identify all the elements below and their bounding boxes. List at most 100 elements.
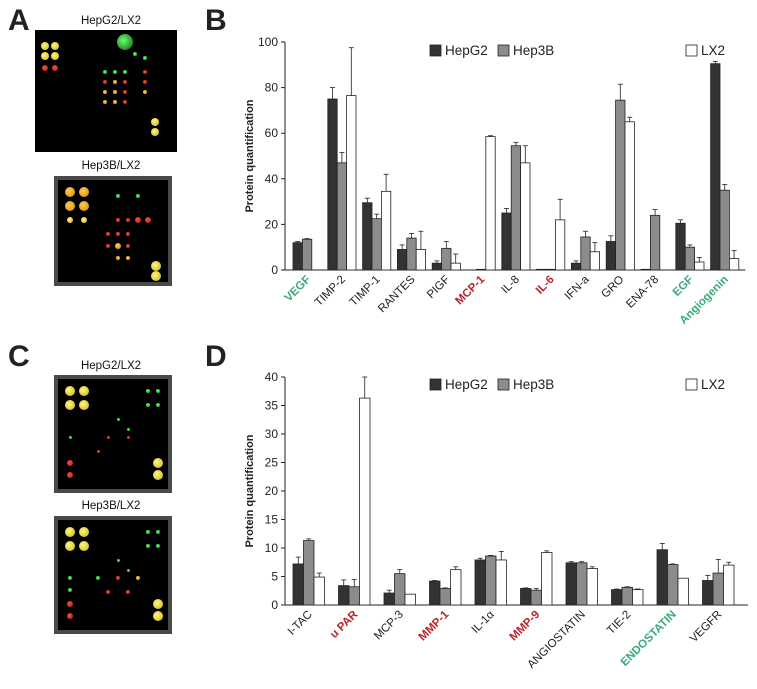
array-spot [113,70,117,74]
array-spot [116,194,120,198]
array-spot [146,389,150,393]
array-title-a2: Hep3B/LX2 [81,160,141,172]
bar-hep3b [394,573,406,606]
bar-hepg2 [611,589,623,606]
array-spot [65,201,75,211]
y-tick-label: 35 [265,399,279,413]
array-image-c2 [58,520,168,630]
panel-letter-d: D [205,340,227,373]
bar-hepg2 [383,592,395,606]
array-spot [106,244,110,248]
array-spot [113,100,117,104]
array-spot [106,435,110,439]
bar-hepg2 [474,559,486,606]
category-label: ENA-78 [624,274,661,311]
legend-label-hep3b: Hep3B [513,43,554,58]
legend-swatch-hepg2 [429,378,442,391]
array-spot [126,218,130,222]
bar-lx2 [359,397,371,606]
bar-hepg2 [396,249,408,271]
bar-hep3b [615,99,626,271]
bar-hep3b [485,555,497,606]
bar-hepg2 [292,563,304,606]
array-spot [123,90,127,94]
array-spot [146,530,150,534]
category-label: TIMP-1 [348,274,383,309]
legend-label-hep3b: Hep3B [513,377,554,392]
legend-swatch-lx2 [685,44,698,57]
y-tick-label: 15 [265,513,279,527]
array-spot [106,232,110,236]
bar-hepg2 [431,262,442,271]
bar-hepg2 [702,580,714,606]
bar-hep3b [475,268,487,271]
array-spot [153,458,163,468]
array-spot [156,389,160,393]
array-spot [96,449,100,453]
array-spot [81,217,87,223]
array-spot [151,128,159,136]
array-spot [116,218,120,222]
array-spot [103,70,107,74]
legend-label-lx2: LX2 [701,43,725,58]
array-spot [96,576,100,580]
bar-lx2 [624,121,635,271]
y-tick-label: 30 [265,427,279,441]
bar-hepg2 [520,588,532,606]
bar-lx2 [554,219,566,271]
array-spot [117,34,133,50]
array-spot [65,527,75,537]
array-spot [151,271,161,281]
array-spot [42,65,48,71]
legend-swatch-hep3b [497,378,510,391]
bar-hep3b [348,586,360,606]
bar-hep3b [302,238,313,271]
bar-hepg2 [605,241,617,271]
category-label: IL-1α [470,608,497,635]
y-tick-label: 0 [271,598,278,612]
bar-hep3b [580,236,591,271]
array-spot [136,576,140,580]
bar-hep3b [712,572,724,606]
legend-swatch-hepg2 [429,44,442,57]
bar-lx2 [677,577,689,606]
category-label: I-TAC [286,609,315,638]
bar-hep3b [303,540,315,606]
array-spot [51,42,59,50]
array-spot [153,611,163,621]
bar-hepg2 [675,222,686,271]
y-tick-label: 80 [265,81,279,95]
array-spot [153,470,163,480]
bar-hep3b [441,247,452,271]
array-spot [79,386,89,396]
array-spot [79,541,89,551]
category-label: TIE-2 [605,609,633,637]
array-spot [65,541,75,551]
legend-label-hepg2: HepG2 [445,377,488,392]
array-spot [156,544,160,548]
y-axis-label: Protein quantification [244,434,256,547]
panel-letter-a: A [8,4,30,37]
category-label: EGF [671,274,696,299]
array-spot [79,527,89,537]
bar-lx2 [495,559,507,606]
bar-hepg2 [570,262,582,271]
array-spot [143,80,147,84]
category-label: MMP-9 [508,609,543,644]
array-spot [123,70,127,74]
bar-hep3b [719,189,730,271]
array-spot [116,256,120,260]
category-label: PIGF [425,274,452,301]
y-tick-label: 5 [271,570,278,584]
y-axis-label: Protein quantification [244,99,256,212]
array-spot [116,576,120,580]
array-title-c1: HepG2/LX2 [80,360,142,372]
array-spot [41,52,49,60]
bar-lx2 [728,258,740,271]
array-spot [103,90,107,94]
array-spot [68,588,72,592]
bar-hepg2 [292,242,303,271]
array-spot [153,599,163,609]
bar-lx2 [632,589,644,606]
